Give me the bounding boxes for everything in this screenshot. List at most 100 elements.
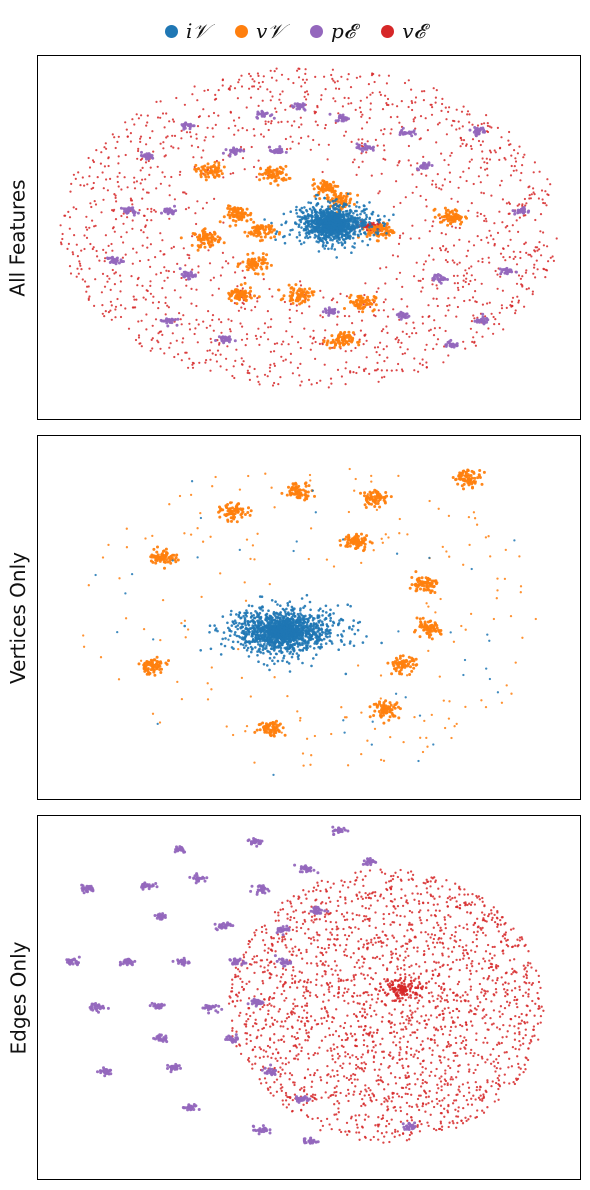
scatter-point bbox=[269, 90, 272, 93]
scatter-point bbox=[99, 162, 102, 165]
scatter-point bbox=[80, 249, 83, 252]
scatter-point bbox=[301, 78, 305, 81]
scatter-point bbox=[461, 125, 464, 128]
scatter-point bbox=[168, 194, 171, 197]
scatter-point bbox=[514, 309, 517, 312]
scatter-point bbox=[309, 148, 312, 151]
scatter-point bbox=[363, 503, 367, 507]
scatter-point bbox=[484, 705, 488, 709]
scatter-point bbox=[352, 221, 355, 224]
scatter-point bbox=[164, 301, 167, 305]
scatter-point bbox=[206, 162, 210, 166]
scatter-point bbox=[240, 676, 244, 680]
scatter-point bbox=[308, 305, 311, 308]
scatter-point bbox=[321, 237, 325, 240]
scatter-point bbox=[104, 234, 107, 237]
scatter-point bbox=[244, 295, 248, 299]
scatter-point bbox=[295, 212, 299, 215]
scatter-point bbox=[162, 147, 165, 150]
scatter-point bbox=[219, 169, 223, 173]
scatter-point bbox=[137, 147, 140, 150]
scatter-point bbox=[315, 193, 318, 197]
scatter-point bbox=[468, 299, 471, 302]
scatter-point bbox=[334, 234, 338, 237]
scatter-point bbox=[237, 81, 240, 84]
scatter-point bbox=[230, 519, 233, 523]
scatter-point bbox=[342, 343, 346, 346]
scatter-point bbox=[173, 355, 176, 359]
scatter-point bbox=[120, 188, 123, 191]
scatter-point bbox=[237, 214, 240, 218]
scatter-point bbox=[262, 114, 266, 118]
scatter-point bbox=[238, 298, 241, 302]
scatter-point bbox=[174, 209, 178, 213]
scatter-point bbox=[443, 206, 447, 210]
scatter-point bbox=[238, 488, 242, 491]
scatter-point bbox=[463, 299, 466, 303]
scatter-point bbox=[108, 261, 112, 264]
scatter-point bbox=[517, 211, 520, 214]
scatter-point bbox=[434, 101, 437, 104]
scatter-point bbox=[359, 491, 362, 495]
scatter-point bbox=[162, 141, 165, 144]
scatter-point bbox=[195, 304, 198, 308]
scatter-point bbox=[347, 73, 350, 76]
scatter-point bbox=[537, 197, 540, 200]
scatter-point bbox=[221, 151, 225, 155]
scatter-point bbox=[432, 258, 435, 261]
scatter-point bbox=[316, 230, 320, 234]
scatter-point bbox=[78, 260, 81, 263]
scatter-point bbox=[509, 238, 512, 241]
scatter-point bbox=[414, 116, 417, 119]
scatter-point bbox=[505, 684, 508, 687]
scatter-point bbox=[318, 342, 321, 345]
scatter-point bbox=[304, 220, 308, 224]
scatter-point bbox=[278, 145, 282, 149]
scatter-point bbox=[360, 152, 363, 155]
scatter-point bbox=[139, 182, 142, 185]
scatter-point bbox=[189, 533, 193, 536]
scatter-point bbox=[414, 96, 418, 99]
scatter-point bbox=[172, 120, 175, 123]
scatter-point bbox=[386, 331, 389, 334]
scatter-point bbox=[518, 216, 521, 219]
scatter-point bbox=[114, 316, 117, 319]
scatter-point bbox=[166, 324, 170, 328]
scatter-point bbox=[297, 223, 301, 226]
scatter-point bbox=[341, 196, 345, 200]
scatter-point bbox=[295, 236, 299, 239]
scatter-point bbox=[161, 171, 164, 174]
scatter-point bbox=[455, 209, 459, 213]
scatter-point bbox=[368, 238, 372, 241]
scatter-point bbox=[385, 102, 388, 105]
scatter-point bbox=[101, 272, 105, 275]
scatter-point bbox=[466, 249, 470, 252]
scatter-point bbox=[458, 127, 461, 130]
scatter-point bbox=[373, 505, 377, 508]
scatter-point bbox=[522, 156, 525, 159]
scatter-point bbox=[307, 201, 310, 204]
scatter-point bbox=[323, 196, 326, 200]
scatter-point bbox=[517, 299, 520, 302]
scatter-point bbox=[214, 475, 217, 479]
scatter-point bbox=[365, 339, 368, 342]
scatter-point bbox=[427, 161, 431, 165]
scatter-point bbox=[151, 534, 154, 538]
scatter-point bbox=[452, 274, 456, 277]
scatter-point bbox=[352, 202, 356, 206]
scatter-point bbox=[437, 507, 440, 510]
scatter-point bbox=[114, 146, 117, 150]
scatter-point bbox=[444, 314, 447, 317]
scatter-point bbox=[302, 211, 305, 214]
scatter-point bbox=[465, 216, 468, 220]
scatter-point bbox=[296, 215, 300, 218]
scatter-point bbox=[499, 184, 502, 187]
scatter-point bbox=[137, 276, 140, 279]
scatter-point bbox=[234, 124, 237, 127]
scatter-point bbox=[256, 532, 259, 535]
scatter-point bbox=[481, 257, 484, 260]
scatter-point bbox=[288, 489, 292, 493]
scatter-point bbox=[248, 372, 251, 375]
scatter-point bbox=[211, 165, 215, 169]
scatter-point bbox=[474, 344, 477, 347]
